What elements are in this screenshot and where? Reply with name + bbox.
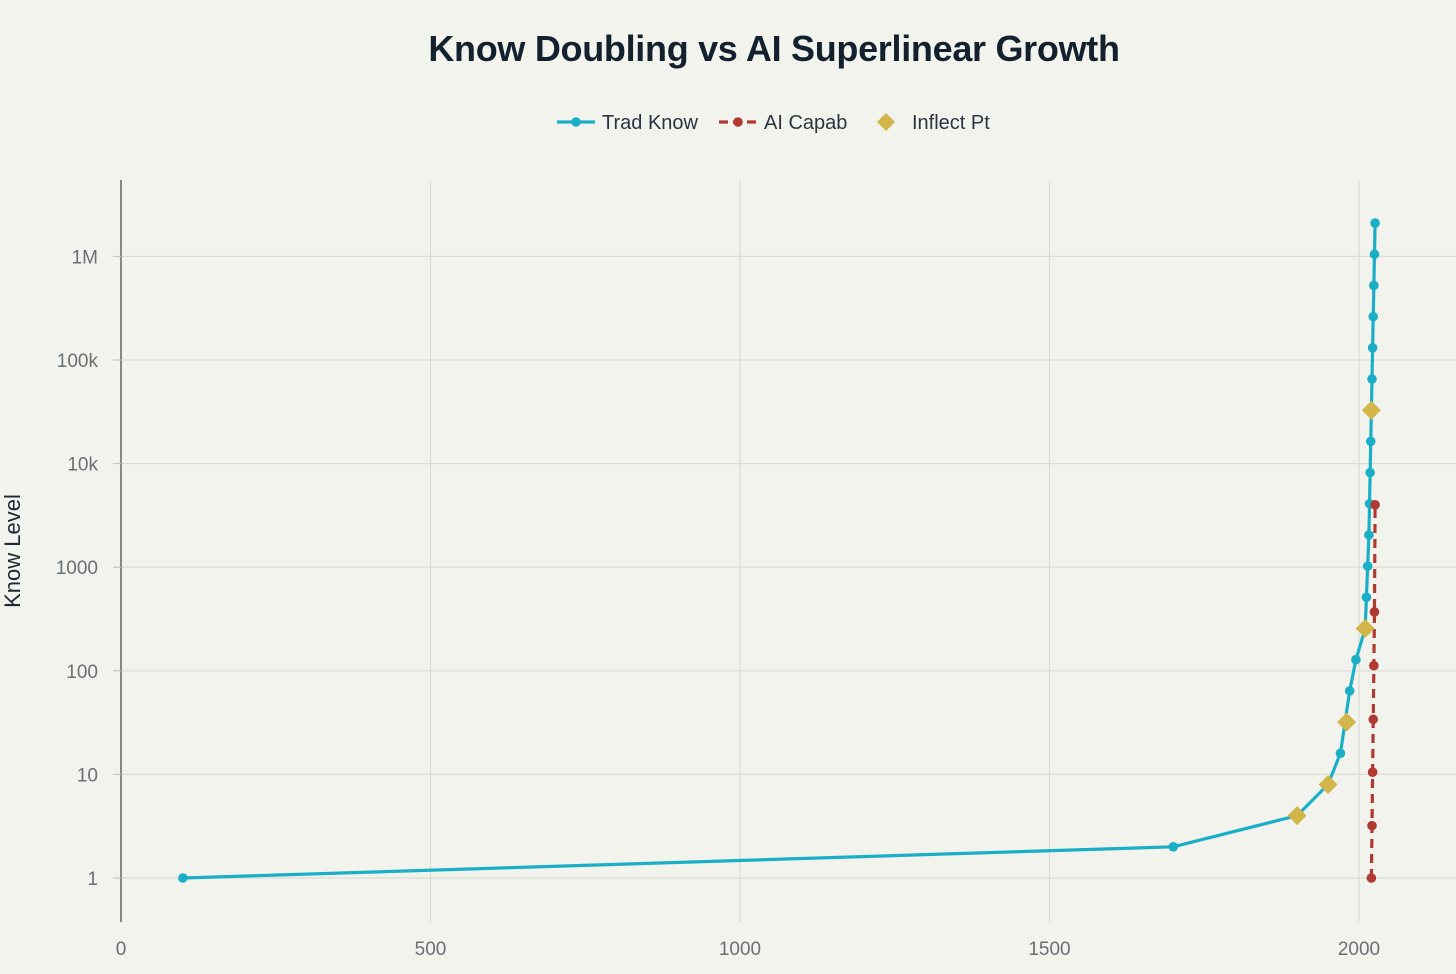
y-tick-label: 100 — [66, 662, 98, 683]
data-point — [1370, 218, 1380, 228]
x-axis: 0 500 1000 1500 2000 — [116, 939, 1380, 960]
series-line — [181, 221, 1377, 880]
chart-title: Know Doubling vs AI Superlinear Growth — [428, 28, 1120, 69]
data-point — [1367, 820, 1377, 831]
data-point — [1364, 530, 1374, 540]
grid-lines — [121, 180, 1456, 922]
data-point-diamond — [1318, 774, 1338, 794]
data-point — [1370, 500, 1380, 510]
data-point — [1367, 374, 1377, 384]
y-axis: 1 10 100 1000 10k 100k 1M — [56, 247, 121, 890]
legend-label: AI Capab — [764, 112, 847, 134]
x-tick-label: 0 — [116, 939, 127, 960]
data-point — [1367, 343, 1378, 353]
y-axis-title: Know Level — [0, 494, 25, 608]
y-tick-label: 10k — [67, 455, 98, 476]
y-tick-label: 1 — [87, 869, 98, 890]
y-tick-label: 100k — [57, 351, 99, 372]
series-ai-capab — [1366, 500, 1380, 883]
legend-label: Inflect Pt — [912, 112, 990, 134]
data-point — [1365, 436, 1376, 447]
data-point — [178, 873, 188, 883]
y-tick-label: 10 — [77, 765, 98, 786]
legend-item: Trad Know — [557, 112, 699, 134]
legend-item: AI Capab — [719, 112, 847, 134]
data-point-diamond — [1361, 400, 1381, 420]
plot-area — [178, 218, 1381, 883]
data-point — [1351, 654, 1361, 665]
data-point — [1335, 748, 1346, 759]
data-point — [1362, 561, 1373, 571]
y-tick-label: 1000 — [56, 558, 98, 579]
data-point — [1368, 311, 1379, 322]
legend-label: Trad Know — [602, 112, 699, 134]
x-tick-label: 500 — [415, 939, 447, 960]
legend: Trad Know AI Capab Inflect Pt — [557, 112, 990, 134]
x-tick-label: 2000 — [1338, 939, 1380, 960]
data-point — [1361, 592, 1372, 603]
data-point-diamond — [1337, 712, 1357, 732]
data-point — [1369, 280, 1379, 291]
legend-swatch-diamond — [877, 113, 895, 131]
y-tick-label: 1M — [72, 247, 98, 268]
data-point — [1369, 660, 1379, 671]
data-point — [1365, 467, 1375, 478]
data-point — [1366, 873, 1377, 883]
legend-item: Inflect Pt — [877, 112, 990, 134]
data-point — [1367, 767, 1378, 778]
data-point-diamond — [1355, 619, 1375, 639]
data-point — [1369, 607, 1380, 617]
series-trad-know — [178, 218, 1380, 883]
series-inflect-pt — [1287, 400, 1381, 826]
x-tick-label: 1000 — [719, 939, 761, 960]
x-tick-label: 1500 — [1028, 939, 1070, 960]
legend-swatch-dot — [571, 117, 581, 127]
data-point-diamond — [1287, 806, 1307, 826]
data-point — [1168, 842, 1179, 852]
data-point — [1368, 714, 1379, 725]
data-point — [1344, 686, 1355, 696]
data-point — [1369, 249, 1380, 260]
legend-swatch-dot — [733, 117, 743, 127]
